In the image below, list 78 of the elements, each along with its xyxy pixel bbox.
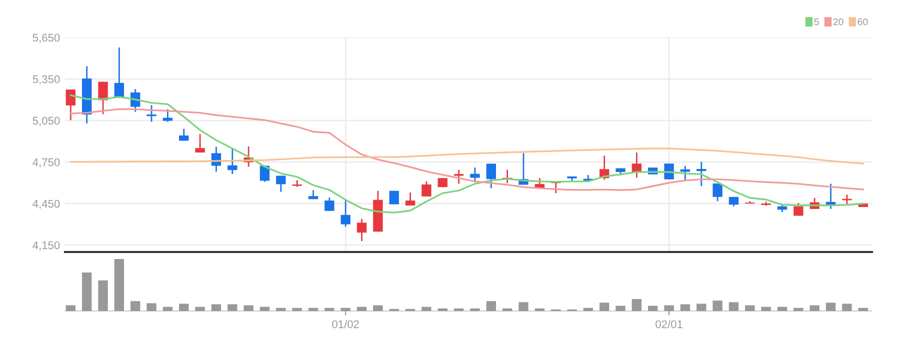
candlestick [696,161,706,187]
candlestick [356,218,367,242]
bar [130,301,140,311]
bar [373,305,383,311]
bar [842,304,852,311]
bar [260,306,270,311]
bar [356,306,367,311]
bar [228,304,238,311]
candlestick [66,88,76,121]
bar [276,308,286,311]
candlestick [422,180,432,198]
bar [664,305,674,311]
bar [777,306,788,311]
bar [680,304,690,311]
candlestick [98,81,108,115]
bar [179,304,189,311]
bar [583,308,594,311]
bar [810,305,820,311]
bar [599,302,610,311]
candlestick [664,162,674,180]
candlestick [195,133,205,154]
bar [66,305,76,311]
bar [146,303,156,311]
y-tick-label: 5,050 [32,116,60,126]
bar [696,304,706,311]
bar [534,308,545,311]
bar [858,308,868,311]
candlestick [228,147,238,175]
candlestick [486,163,496,189]
legend-label: 20 [833,18,844,26]
x-tick-label: 02/01 [656,320,682,328]
bar [486,301,496,311]
candlestick [146,104,156,122]
candlestick [276,175,286,192]
y-tick-label: 5,650 [32,34,60,43]
bar [454,308,464,311]
candlestick [340,199,350,228]
candlestick [794,202,804,216]
candlestick [324,196,334,212]
bar [745,305,755,311]
bar [761,306,771,311]
bar [826,302,836,311]
y-tick-label: 4,450 [32,200,60,210]
bar [244,305,254,311]
candlestick [712,182,722,202]
bar [632,299,642,311]
bar [648,306,658,311]
bar [728,302,739,311]
x-tick-label: 01/02 [332,320,359,328]
bar [470,308,480,311]
bar [211,304,222,311]
legend-label: 5 [814,18,819,26]
bar [340,308,350,311]
bar [518,302,528,311]
y-tick-label: 5,350 [32,75,60,84]
line-series [70,148,864,164]
candlestick [162,108,173,122]
bar [324,308,334,311]
bar [292,308,302,311]
line-series [70,108,864,191]
bar [82,272,92,311]
bar [114,259,124,311]
bar [712,300,722,311]
candlestick [389,190,399,205]
bar [308,308,318,311]
bar [616,306,626,311]
bar [422,306,432,311]
bar [794,308,804,311]
y-tick-label: 4,750 [32,158,60,168]
y-tick-label: 4,150 [32,241,60,251]
bar [502,308,512,311]
bar [195,306,205,311]
bar [438,308,448,311]
candlestick [405,192,416,206]
candlestick [470,166,480,184]
bar [162,306,173,311]
bar [98,280,108,311]
legend-label: 60 [858,18,868,26]
